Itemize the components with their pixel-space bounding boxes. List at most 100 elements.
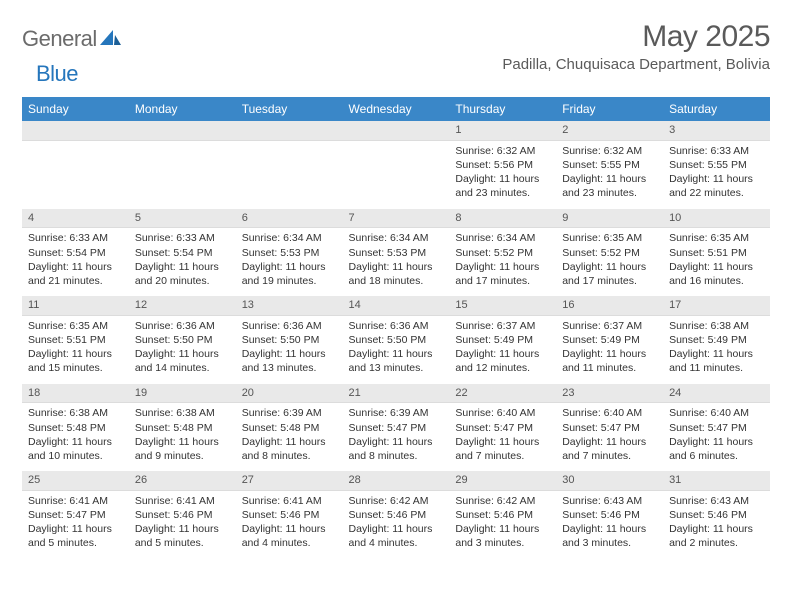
day-line-ss: Sunset: 5:46 PM [562, 508, 657, 522]
day-line-d2: and 16 minutes. [669, 274, 764, 288]
logo-text-general: General [22, 26, 97, 52]
day-line-d1: Daylight: 11 hours [28, 435, 123, 449]
weekday-header: Thursday [449, 97, 556, 121]
day-body: Sunrise: 6:34 AMSunset: 5:52 PMDaylight:… [449, 228, 556, 296]
day-line-ss: Sunset: 5:50 PM [349, 333, 444, 347]
day-line-sr: Sunrise: 6:37 AM [562, 319, 657, 333]
day-line-d2: and 9 minutes. [135, 449, 230, 463]
day-line-d1: Daylight: 11 hours [349, 347, 444, 361]
calendar-cell: 6Sunrise: 6:34 AMSunset: 5:53 PMDaylight… [236, 209, 343, 297]
calendar-cell: 21Sunrise: 6:39 AMSunset: 5:47 PMDayligh… [343, 384, 450, 472]
day-line-d2: and 11 minutes. [562, 361, 657, 375]
calendar-cell: 18Sunrise: 6:38 AMSunset: 5:48 PMDayligh… [22, 384, 129, 472]
calendar-cell: 8Sunrise: 6:34 AMSunset: 5:52 PMDaylight… [449, 209, 556, 297]
day-line-d1: Daylight: 11 hours [349, 435, 444, 449]
calendar-cell: 1Sunrise: 6:32 AMSunset: 5:56 PMDaylight… [449, 121, 556, 209]
day-line-sr: Sunrise: 6:41 AM [242, 494, 337, 508]
day-line-ss: Sunset: 5:49 PM [455, 333, 550, 347]
day-body: Sunrise: 6:37 AMSunset: 5:49 PMDaylight:… [556, 316, 663, 384]
day-body: Sunrise: 6:33 AMSunset: 5:54 PMDaylight:… [129, 228, 236, 296]
day-line-d1: Daylight: 11 hours [669, 435, 764, 449]
day-line-d2: and 21 minutes. [28, 274, 123, 288]
calendar-cell: 19Sunrise: 6:38 AMSunset: 5:48 PMDayligh… [129, 384, 236, 472]
calendar-week-row: 11Sunrise: 6:35 AMSunset: 5:51 PMDayligh… [22, 296, 770, 384]
day-line-d1: Daylight: 11 hours [28, 260, 123, 274]
day-body: Sunrise: 6:37 AMSunset: 5:49 PMDaylight:… [449, 316, 556, 384]
calendar-week-row: 4Sunrise: 6:33 AMSunset: 5:54 PMDaylight… [22, 209, 770, 297]
weekday-header: Monday [129, 97, 236, 121]
day-number: 13 [236, 296, 343, 316]
day-body: Sunrise: 6:40 AMSunset: 5:47 PMDaylight:… [449, 403, 556, 471]
day-line-d1: Daylight: 11 hours [28, 522, 123, 536]
day-line-ss: Sunset: 5:49 PM [562, 333, 657, 347]
day-line-d2: and 15 minutes. [28, 361, 123, 375]
day-line-sr: Sunrise: 6:37 AM [455, 319, 550, 333]
day-line-d1: Daylight: 11 hours [455, 347, 550, 361]
calendar-cell: 11Sunrise: 6:35 AMSunset: 5:51 PMDayligh… [22, 296, 129, 384]
day-line-sr: Sunrise: 6:36 AM [242, 319, 337, 333]
day-body-empty [129, 141, 236, 203]
day-line-d1: Daylight: 11 hours [455, 172, 550, 186]
day-number: 30 [556, 471, 663, 491]
day-line-sr: Sunrise: 6:43 AM [562, 494, 657, 508]
day-number: 5 [129, 209, 236, 229]
day-line-sr: Sunrise: 6:39 AM [242, 406, 337, 420]
day-line-d2: and 12 minutes. [455, 361, 550, 375]
day-line-sr: Sunrise: 6:41 AM [28, 494, 123, 508]
day-line-ss: Sunset: 5:52 PM [562, 246, 657, 260]
day-line-d2: and 4 minutes. [242, 536, 337, 550]
day-line-d1: Daylight: 11 hours [562, 522, 657, 536]
day-line-d1: Daylight: 11 hours [562, 347, 657, 361]
day-body: Sunrise: 6:33 AMSunset: 5:54 PMDaylight:… [22, 228, 129, 296]
day-line-d1: Daylight: 11 hours [242, 522, 337, 536]
day-line-d2: and 23 minutes. [455, 186, 550, 200]
day-line-sr: Sunrise: 6:32 AM [562, 144, 657, 158]
day-number-empty [343, 121, 450, 141]
day-line-ss: Sunset: 5:47 PM [455, 421, 550, 435]
day-body: Sunrise: 6:34 AMSunset: 5:53 PMDaylight:… [236, 228, 343, 296]
day-line-ss: Sunset: 5:53 PM [242, 246, 337, 260]
calendar-cell: 28Sunrise: 6:42 AMSunset: 5:46 PMDayligh… [343, 471, 450, 559]
day-line-ss: Sunset: 5:48 PM [242, 421, 337, 435]
day-line-ss: Sunset: 5:47 PM [28, 508, 123, 522]
day-body: Sunrise: 6:32 AMSunset: 5:56 PMDaylight:… [449, 141, 556, 209]
weekday-header: Sunday [22, 97, 129, 121]
day-line-d1: Daylight: 11 hours [242, 347, 337, 361]
calendar-week-row: 18Sunrise: 6:38 AMSunset: 5:48 PMDayligh… [22, 384, 770, 472]
day-line-ss: Sunset: 5:55 PM [669, 158, 764, 172]
day-line-sr: Sunrise: 6:40 AM [562, 406, 657, 420]
day-line-d1: Daylight: 11 hours [562, 172, 657, 186]
day-line-d1: Daylight: 11 hours [242, 435, 337, 449]
calendar-cell [129, 121, 236, 209]
weekday-header: Wednesday [343, 97, 450, 121]
day-line-ss: Sunset: 5:48 PM [135, 421, 230, 435]
day-line-d1: Daylight: 11 hours [28, 347, 123, 361]
location-text: Padilla, Chuquisaca Department, Bolivia [502, 56, 770, 73]
day-line-d2: and 4 minutes. [349, 536, 444, 550]
day-number: 3 [663, 121, 770, 141]
day-body: Sunrise: 6:41 AMSunset: 5:46 PMDaylight:… [236, 491, 343, 559]
day-line-d2: and 3 minutes. [455, 536, 550, 550]
logo: General [22, 26, 124, 52]
day-body: Sunrise: 6:35 AMSunset: 5:51 PMDaylight:… [663, 228, 770, 296]
day-line-ss: Sunset: 5:54 PM [135, 246, 230, 260]
day-body: Sunrise: 6:38 AMSunset: 5:48 PMDaylight:… [129, 403, 236, 471]
calendar-cell: 24Sunrise: 6:40 AMSunset: 5:47 PMDayligh… [663, 384, 770, 472]
day-line-sr: Sunrise: 6:32 AM [455, 144, 550, 158]
calendar-cell: 12Sunrise: 6:36 AMSunset: 5:50 PMDayligh… [129, 296, 236, 384]
day-body: Sunrise: 6:39 AMSunset: 5:48 PMDaylight:… [236, 403, 343, 471]
day-line-d2: and 7 minutes. [455, 449, 550, 463]
day-number: 9 [556, 209, 663, 229]
day-line-d2: and 7 minutes. [562, 449, 657, 463]
day-line-d1: Daylight: 11 hours [562, 435, 657, 449]
calendar-cell: 20Sunrise: 6:39 AMSunset: 5:48 PMDayligh… [236, 384, 343, 472]
day-line-ss: Sunset: 5:47 PM [669, 421, 764, 435]
logo-text-blue: Blue [36, 61, 78, 87]
day-line-ss: Sunset: 5:56 PM [455, 158, 550, 172]
day-number: 17 [663, 296, 770, 316]
calendar-cell: 10Sunrise: 6:35 AMSunset: 5:51 PMDayligh… [663, 209, 770, 297]
day-line-d1: Daylight: 11 hours [455, 522, 550, 536]
day-line-d2: and 20 minutes. [135, 274, 230, 288]
day-line-ss: Sunset: 5:47 PM [562, 421, 657, 435]
day-number: 27 [236, 471, 343, 491]
